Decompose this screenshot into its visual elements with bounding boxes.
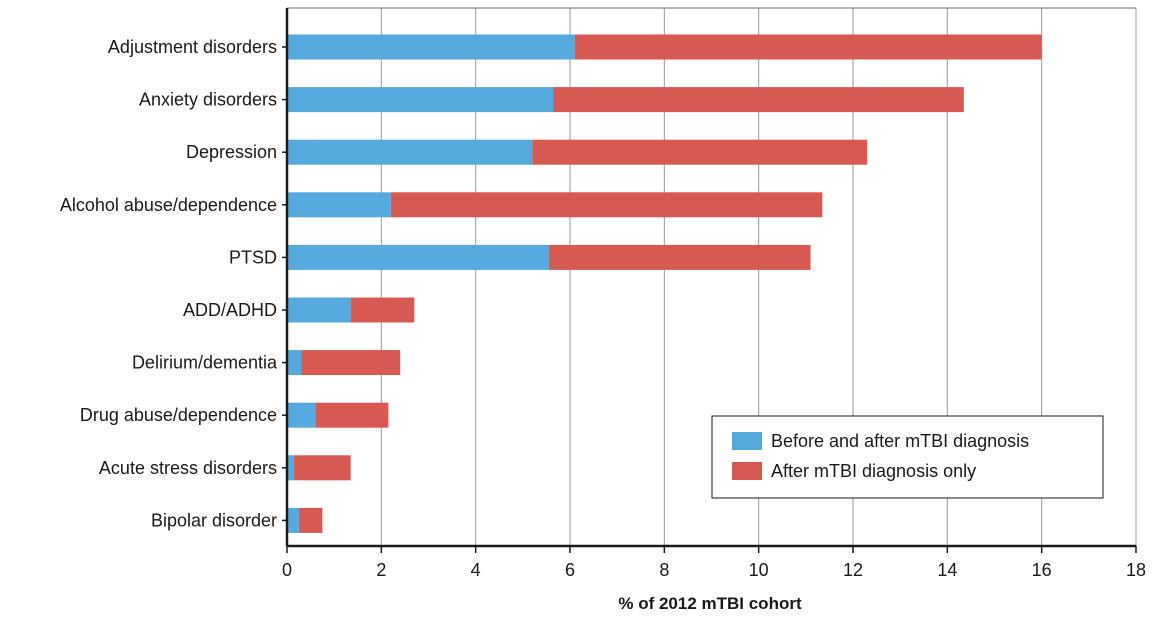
x-tick-label-14: 14 <box>937 560 957 580</box>
bar-before-and-after-8 <box>287 455 295 481</box>
category-label: Alcohol abuse/dependence <box>60 195 277 215</box>
category-label: Depression <box>186 142 277 162</box>
x-tick-label-8: 8 <box>659 560 669 580</box>
bar-after-only-0 <box>574 34 1042 60</box>
legend: Before and after mTBI diagnosis After mTB… <box>711 415 1104 499</box>
bar-before-and-after-0 <box>287 34 575 60</box>
category-label: ADD/ADHD <box>183 300 277 320</box>
bar-before-and-after-7 <box>287 402 316 428</box>
category-label: PTSD <box>229 247 277 267</box>
x-tick-label-2: 2 <box>376 560 386 580</box>
bar-before-and-after-2 <box>287 139 533 165</box>
x-tick-label-6: 6 <box>565 560 575 580</box>
x-tick-label-18: 18 <box>1126 560 1146 580</box>
bar-before-and-after-6 <box>287 350 302 376</box>
bar-after-only-3 <box>390 192 823 218</box>
legend-swatch-before-and-after <box>732 432 762 450</box>
bar-after-only-8 <box>294 455 351 481</box>
category-label: Acute stress disorders <box>99 458 277 478</box>
bars-layer <box>287 34 1042 533</box>
labels-layer: Adjustment disorders Anxiety disorders Dep… <box>60 37 1146 580</box>
bar-before-and-after-5 <box>287 297 351 323</box>
category-label: Bipolar disorder <box>151 510 277 530</box>
legend-swatch-after-only <box>732 462 762 480</box>
bar-before-and-after-3 <box>287 192 391 218</box>
category-label: Drug abuse/dependence <box>80 405 277 425</box>
bar-after-only-5 <box>350 297 415 323</box>
bar-after-only-6 <box>301 350 401 376</box>
bar-before-and-after-4 <box>287 244 549 270</box>
category-label: Adjustment disorders <box>108 37 277 57</box>
bar-after-only-7 <box>315 402 389 428</box>
legend-box <box>711 415 1104 499</box>
bar-after-only-2 <box>532 139 868 165</box>
bar-after-only-4 <box>548 244 811 270</box>
x-tick-label-16: 16 <box>1032 560 1052 580</box>
x-tick-label-4: 4 <box>471 560 481 580</box>
x-tick-label-12: 12 <box>843 560 863 580</box>
x-tick-label-10: 10 <box>749 560 769 580</box>
category-label: Delirium/dementia <box>132 353 278 373</box>
x-axis-title: % of 2012 mTBI cohort <box>618 594 802 613</box>
bar-after-only-9 <box>298 507 323 533</box>
bar-before-and-after-9 <box>287 507 299 533</box>
bar-before-and-after-1 <box>287 87 554 113</box>
legend-label-after-only: After mTBI diagnosis only <box>771 461 976 481</box>
legend-label-before-and-after: Before and after mTBI diagnosis <box>771 431 1029 451</box>
axis-layer <box>282 8 1137 553</box>
bar-after-only-1 <box>553 87 964 113</box>
x-tick-label-0: 0 <box>282 560 292 580</box>
category-label: Anxiety disorders <box>139 90 277 110</box>
